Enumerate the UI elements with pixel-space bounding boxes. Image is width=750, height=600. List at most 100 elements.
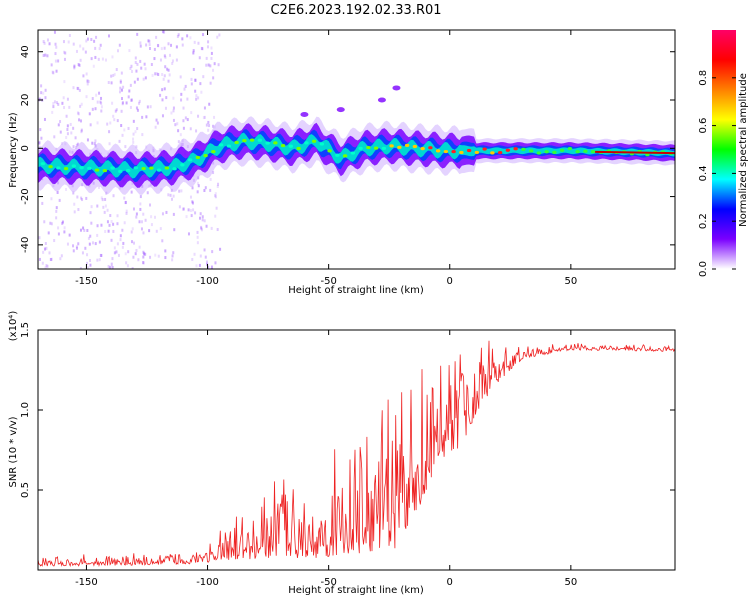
- colorbar-tick-label: 0.8: [698, 70, 709, 86]
- spectral-peak: [249, 138, 255, 142]
- spectral-noise-cell: [75, 49, 78, 53]
- spectral-noise-cell: [157, 254, 160, 258]
- spectral-noise-cell: [83, 228, 86, 232]
- spectral-peak: [156, 168, 162, 172]
- spectral-noise-cell: [52, 102, 55, 106]
- spectral-peak: [451, 150, 456, 154]
- spectral-noise-cell: [142, 250, 145, 254]
- spectral-noise-cell: [205, 260, 208, 264]
- snr-frame: [37, 329, 676, 571]
- spectral-noise-cell: [176, 35, 179, 39]
- snr-panel: -150 -100 -50 0 50 0.5 1.0 1.5 Height of straig…: [8, 311, 676, 596]
- spectral-noise-cell: [120, 88, 123, 92]
- spectral-peak: [102, 168, 108, 173]
- spectral-noise-cell: [204, 186, 207, 190]
- spectral-noise-cell: [100, 101, 103, 105]
- spectral-noise-cell: [97, 185, 100, 189]
- spectral-noise-cell: [116, 214, 119, 218]
- spectral-noise-cell: [40, 91, 43, 95]
- spectral-noise-cell: [184, 84, 187, 88]
- spectral-noise-cell: [201, 228, 204, 232]
- spectral-noise-cell: [127, 95, 130, 99]
- spectral-peak: [79, 166, 84, 170]
- spectrogram-y-tick-label: 40: [20, 45, 31, 58]
- spectral-noise-cell: [100, 96, 103, 100]
- spectral-noise-cell: [66, 97, 69, 101]
- spectral-noise-cell: [107, 81, 110, 85]
- spectral-noise-cell: [46, 38, 49, 42]
- spectral-noise-cell: [76, 195, 79, 199]
- spectral-noise-cell: [216, 184, 219, 188]
- spectral-noise-cell: [199, 216, 202, 220]
- spectral-noise-cell: [127, 250, 130, 254]
- spectral-noise-cell: [89, 211, 92, 215]
- spectral-noise-cell: [212, 76, 215, 80]
- spectral-peak: [373, 146, 379, 150]
- spectral-noise-cell: [136, 127, 139, 131]
- spectral-peak: [474, 150, 480, 155]
- spectral-noise-cell: [194, 211, 197, 215]
- snr-y-tick-label: 1.0: [20, 402, 31, 418]
- spectral-noise-cell: [146, 191, 149, 195]
- spectral-noise-cell: [116, 49, 119, 53]
- spectral-noise-cell: [142, 255, 145, 259]
- spectral-noise-cell: [167, 68, 170, 72]
- spectral-noise-cell: [111, 257, 114, 261]
- spectral-noise-cell: [63, 50, 66, 54]
- spectral-noise-cell: [100, 196, 103, 200]
- spectral-noise-cell: [170, 43, 173, 47]
- spectral-noise-cell: [40, 136, 43, 140]
- spectral-noise-cell: [90, 205, 93, 209]
- spectral-noise-cell: [130, 240, 133, 244]
- spectral-noise-cell: [119, 80, 122, 84]
- spectral-peak: [226, 144, 232, 148]
- spectral-noise-cell: [94, 107, 97, 111]
- spectral-noise-cell: [54, 59, 57, 63]
- spectral-noise-cell: [133, 80, 136, 84]
- spectral-noise-cell: [171, 61, 174, 65]
- spectral-noise-cell: [89, 263, 92, 267]
- spectral-noise-cell: [94, 55, 97, 59]
- spectral-noise-cell: [80, 102, 83, 106]
- spectral-noise-cell: [159, 93, 162, 97]
- spectral-noise-cell: [150, 215, 153, 219]
- spectral-noise-cell: [96, 100, 99, 104]
- spectral-peak: [552, 150, 557, 154]
- spectrogram-frame: [37, 29, 676, 270]
- spectral-noise-cell: [108, 266, 111, 269]
- spectral-noise-cell: [213, 62, 216, 66]
- spectral-noise-cell: [42, 40, 45, 44]
- spectral-noise-cell: [212, 68, 215, 72]
- spectral-noise-cell: [90, 221, 93, 225]
- spectral-noise-cell: [165, 210, 168, 214]
- spectral-noise-cell: [118, 43, 121, 47]
- spectral-noise-cell: [207, 265, 210, 269]
- spectral-noise-cell: [84, 246, 87, 250]
- spectral-noise-cell: [189, 195, 192, 199]
- spectral-noise-cell: [192, 51, 195, 55]
- spectral-noise-cell: [53, 239, 56, 243]
- spectral-noise-cell: [125, 209, 128, 213]
- spectral-noise-cell: [170, 111, 173, 115]
- spectral-noise-cell: [201, 47, 204, 51]
- spectral-noise-cell: [113, 72, 116, 76]
- spectral-noise-cell: [136, 108, 139, 112]
- spectral-noise-cell: [214, 192, 217, 196]
- spectral-noise-cell: [194, 78, 197, 82]
- spectral-noise-cell: [117, 253, 120, 257]
- spectral-noise-cell: [200, 227, 203, 231]
- spectral-noise-cell: [39, 128, 42, 132]
- spectral-noise-cell: [82, 47, 85, 51]
- spectral-noise-cell: [129, 66, 132, 70]
- spectral-noise-cell: [135, 106, 138, 110]
- spectral-noise-cell: [122, 85, 125, 89]
- spectral-peak: [304, 141, 309, 145]
- spectral-noise-cell: [150, 62, 153, 66]
- spectral-noise-cell: [123, 221, 126, 225]
- spectral-noise-cell: [200, 225, 203, 229]
- spectral-peak: [575, 150, 580, 154]
- spectral-noise-cell: [192, 49, 195, 53]
- spectral-noise-cell: [213, 115, 216, 119]
- spectral-noise-cell: [196, 235, 199, 239]
- spectral-noise-cell: [43, 220, 46, 224]
